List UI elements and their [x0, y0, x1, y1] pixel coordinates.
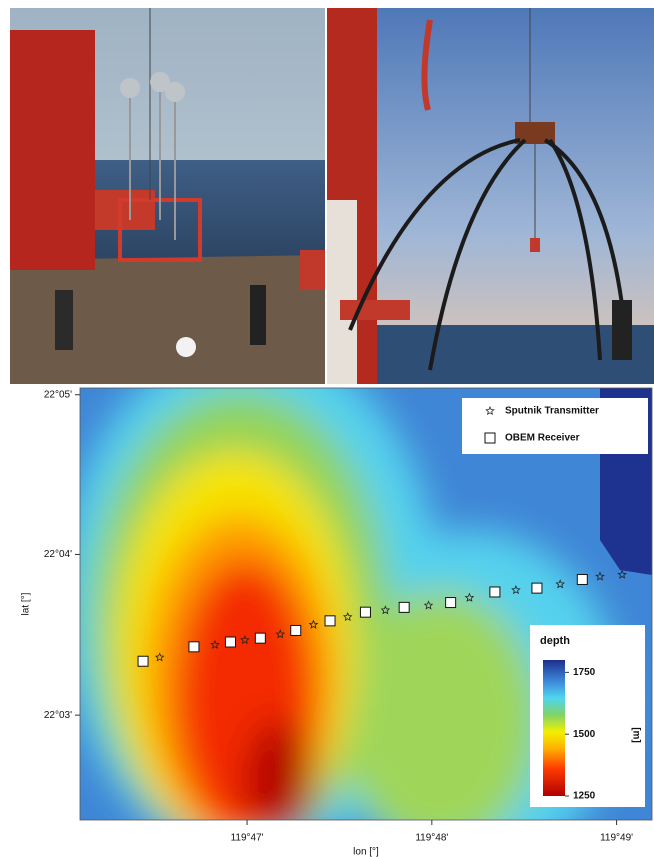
x-tick-label: 119°47': [231, 833, 264, 844]
receiver-marker: [445, 597, 457, 609]
receiver-marker: [188, 641, 200, 653]
legend-label: OBEM Receiver: [505, 433, 580, 444]
transmitter-marker: [154, 652, 165, 662]
receiver-marker: [531, 582, 543, 594]
receiver-marker: [324, 615, 336, 627]
plot-frame: [79, 387, 653, 821]
y-tick-label: 22°04': [44, 549, 72, 560]
receiver-marker: [137, 655, 149, 667]
transmitter-marker: [595, 571, 605, 581]
transmitter-marker: [342, 611, 353, 622]
receiver-marker: [290, 624, 302, 636]
transmitter-marker: [511, 584, 521, 595]
x-tick-label: 119°49': [600, 833, 633, 844]
legend: Sputnik Transmitter OBEM Receiver: [484, 406, 599, 444]
colorbar-tick-label: 1250: [573, 791, 596, 802]
colorbar-label: [m]: [630, 727, 641, 743]
receiver-marker: [489, 586, 501, 598]
legend-marker: [484, 432, 496, 444]
receiver-marker: [359, 606, 371, 618]
x-axis-label: lon [°]: [353, 847, 379, 857]
transmitter-marker: [210, 639, 220, 649]
photo-deck: [10, 8, 325, 384]
receiver-marker: [398, 601, 410, 613]
colorbar-title: depth: [540, 635, 570, 647]
colorbar-tick-label: 1500: [573, 729, 596, 740]
transmitter-marker: [275, 629, 286, 639]
colorbar-tick-label: 1750: [573, 667, 596, 678]
legend-marker: [485, 406, 495, 416]
receiver-marker: [254, 632, 266, 644]
receiver-marker: [224, 636, 236, 648]
photo-deployment: [327, 8, 654, 384]
receiver-marker: [576, 573, 588, 585]
transmitter-marker: [555, 579, 565, 589]
transmitter-marker: [308, 619, 319, 629]
y-axis-label: lat [°]: [21, 592, 32, 615]
transmitter-marker: [617, 569, 627, 579]
transmitter-marker: [240, 635, 250, 645]
legend-label: Sputnik Transmitter: [505, 406, 599, 417]
x-tick-label: 119°48': [415, 833, 448, 844]
y-tick-label: 22°03': [44, 710, 72, 721]
transmitter-marker: [423, 600, 434, 610]
transmitter-marker: [464, 592, 475, 602]
transmitter-marker: [380, 605, 391, 615]
colorbar: [543, 660, 565, 796]
y-tick-label: 22°05': [44, 389, 72, 400]
legend-box: [462, 398, 648, 454]
